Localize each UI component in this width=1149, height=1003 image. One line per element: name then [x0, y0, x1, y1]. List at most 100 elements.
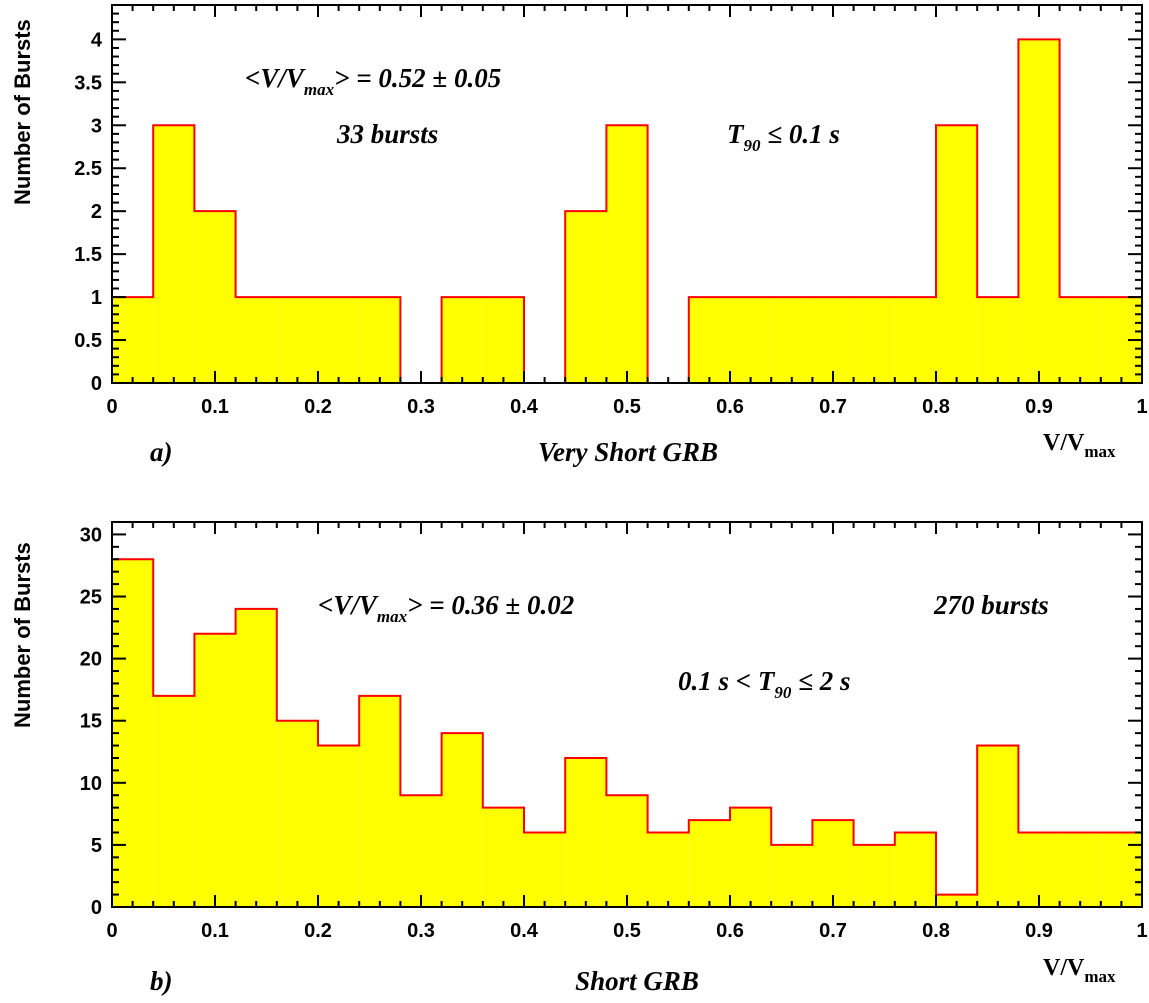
panel-a-x-tick-label: 0 [106, 396, 117, 418]
panel-b-y-tick-label: 0 [91, 897, 102, 919]
panel-b-x-tick-label: 1 [1136, 920, 1147, 942]
panel-b-title: Short GRB [575, 966, 699, 996]
panel-a-y-axis-label: Number of Bursts [10, 19, 35, 205]
panel-a-bar [359, 297, 401, 383]
panel-b-bar [235, 608, 277, 907]
panel-a-bar [977, 297, 1019, 383]
panel-a-x-axis-label: V/Vmax [1043, 430, 1116, 461]
panel-b-x-tick-label: 0.5 [613, 920, 641, 942]
panel-a-bar [812, 297, 854, 383]
panel-a-label: a) [150, 437, 173, 467]
panel-b-bar [400, 795, 442, 907]
panel-a-x-tick-label: 0.7 [819, 396, 847, 418]
panel-b-x-ticks: 0 0.1 0.2 0.3 0.4 0.5 0.6 0.7 0.8 0.9 1 [106, 522, 1148, 942]
panel-b-bar [730, 807, 772, 907]
panel-a-histogram-bars [112, 39, 1142, 383]
panel-b-x-tick-label: 0.1 [201, 920, 229, 942]
panel-b-bar [1018, 832, 1060, 907]
panel-b-bar [894, 832, 936, 907]
panel-a-y-tick-label: 4 [91, 29, 103, 51]
panel-a-bar [235, 297, 277, 383]
panel-b-x-tick-label: 0.7 [819, 920, 847, 942]
panel-b-x-tick-label: 0.3 [407, 920, 435, 942]
panel-a-title: Very Short GRB [538, 437, 718, 467]
panel-a-y-tick-label: 1.5 [74, 244, 102, 266]
panel-a-very-short-grb: 0 0.1 0.2 0.3 0.4 0.5 0.6 0.7 0.8 0.9 1 0 0.5 1 1.5 2 2… [10, 4, 1148, 467]
panel-b-bar [276, 720, 318, 907]
panel-b-y-tick-label: 25 [80, 587, 102, 609]
panel-b-y-tick-label: 20 [80, 649, 102, 671]
panel-a-duration-cut: T90 ≤ 0.1 s [727, 119, 840, 155]
panel-b-duration-cut: 0.1 s < T90 ≤ 2 s [678, 666, 850, 702]
panel-a-burst-count: 33 bursts [336, 119, 438, 149]
panel-a-bar [153, 125, 195, 383]
panel-b-bar [977, 745, 1019, 907]
panel-b-y-axis-label: Number of Bursts [10, 542, 35, 728]
panel-b-bar [359, 695, 401, 907]
panel-b-x-axis-label: V/Vmax [1043, 955, 1116, 986]
panel-a-bar [318, 297, 360, 383]
panel-b-y-ticks: 0 5 10 15 20 25 30 [80, 521, 1142, 919]
panel-a-histogram-outline [112, 38, 1142, 384]
panel-b-x-tick-label: 0 [106, 920, 117, 942]
panel-a-y-tick-label: 1 [91, 287, 102, 309]
panel-a-bar [194, 211, 236, 383]
panel-b-y-tick-label: 5 [91, 835, 102, 857]
panel-a-bar [441, 297, 483, 383]
panel-b-bar [565, 757, 607, 907]
panel-a-bar [730, 297, 772, 383]
panel-b-burst-count: 270 bursts [933, 590, 1049, 620]
panel-b-short-grb: 0 0.1 0.2 0.3 0.4 0.5 0.6 0.7 0.8 0.9 1 0 5 10 15 20 25… [10, 521, 1148, 996]
panel-b-bar [1059, 832, 1101, 907]
panel-b-y-tick-label: 30 [80, 524, 102, 546]
panel-a-x-tick-label: 0.2 [304, 396, 332, 418]
panel-a-bar [565, 211, 607, 383]
panel-b-mean-annotation: <V/Vmax> = 0.36 ± 0.02 [318, 590, 574, 626]
panel-a-x-tick-label: 0.8 [922, 396, 950, 418]
panel-b-bar [688, 820, 730, 907]
panel-a-y-tick-label: 3.5 [74, 72, 102, 94]
panel-a-x-tick-label: 0.3 [407, 396, 435, 418]
panel-a-y-tick-label: 0.5 [74, 330, 102, 352]
panel-b-bar [606, 795, 648, 907]
panel-a-x-tick-label: 1 [1136, 396, 1147, 418]
panel-b-bar [153, 695, 195, 907]
panel-a-bar [688, 297, 730, 383]
panel-a-bar [276, 297, 318, 383]
panel-b-histogram-bars [112, 559, 1142, 907]
panel-a-bar [606, 125, 648, 383]
panel-a-bar [853, 297, 895, 383]
panel-a-mean-annotation: <V/Vmax> = 0.52 ± 0.05 [245, 63, 501, 99]
panel-b-bar [524, 832, 566, 907]
panel-a-bar [894, 297, 936, 383]
panel-b-histogram-outline [112, 558, 1142, 896]
panel-b-bar [194, 633, 236, 907]
panel-b-bar [647, 832, 689, 907]
panel-a-bar [936, 125, 978, 383]
panel-a-x-ticks: 0 0.1 0.2 0.3 0.4 0.5 0.6 0.7 0.8 0.9 1 [106, 5, 1148, 418]
panel-a-bar [482, 297, 524, 383]
panel-a-x-tick-label: 0.9 [1025, 396, 1053, 418]
panel-b-bar [771, 844, 813, 907]
panel-a-bar [1018, 39, 1060, 383]
panel-b-bar [812, 820, 854, 907]
panel-b-x-tick-label: 0.8 [922, 920, 950, 942]
panel-a-y-tick-label: 0 [91, 373, 102, 395]
panel-a-y-tick-label: 3 [91, 115, 102, 137]
panel-a-bar [771, 297, 813, 383]
panel-b-bar [441, 733, 483, 907]
panel-b-bar [482, 807, 524, 907]
panel-a-x-tick-label: 0.1 [201, 396, 229, 418]
panel-a-x-tick-label: 0.6 [716, 396, 744, 418]
panel-b-bar [936, 894, 978, 907]
panel-b-x-tick-label: 0.2 [304, 920, 332, 942]
panel-a-x-tick-label: 0.5 [613, 396, 641, 418]
panel-a-bar [1059, 297, 1101, 383]
panel-a-x-tick-label: 0.4 [510, 396, 539, 418]
panel-b-bar [853, 844, 895, 907]
panel-a-y-tick-label: 2.5 [74, 158, 102, 180]
panel-b-label: b) [150, 966, 173, 996]
panel-b-y-tick-label: 15 [80, 711, 102, 733]
panel-a-y-ticks: 0 0.5 1 1.5 2 2.5 3 3.5 4 [74, 4, 1142, 395]
